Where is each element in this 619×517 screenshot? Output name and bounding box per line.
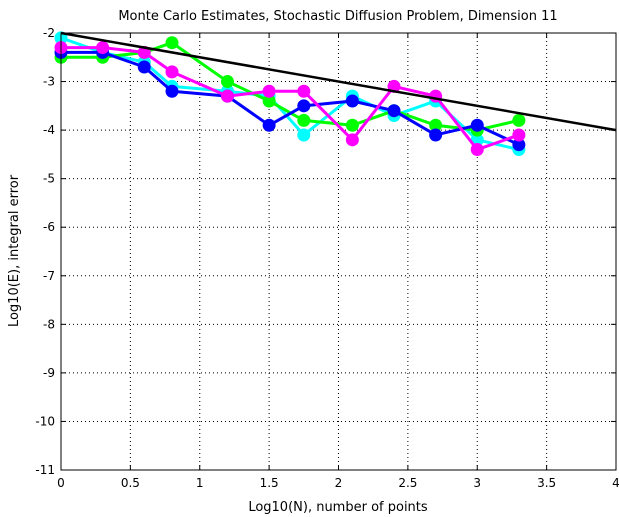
x-axis-label: Log10(N), number of points [248,500,428,515]
y-tick-label: -10 [35,414,55,428]
x-tick-label: 3 [473,476,481,490]
series-layer [54,31,617,157]
x-tick-label: 2 [335,476,343,490]
series-line-2 [61,41,520,132]
series-3-point [512,138,526,152]
series-2-point [297,113,311,127]
series-2-point [262,94,276,108]
series-3-point [165,84,179,98]
series-4-point [512,128,526,142]
series-line-3 [61,50,520,147]
y-tick-label: -3 [43,75,55,89]
series-3-point [470,118,484,132]
y-tick-label: -2 [43,26,55,40]
series-2-point [512,113,526,127]
grid-lines [61,33,616,470]
y-tick-label: -7 [43,269,55,283]
series-4-point [429,89,443,103]
y-tick-label: -4 [43,123,55,137]
series-4-point [470,143,484,157]
series-1-point [297,128,311,142]
plot-frame [60,32,617,471]
series-3-point [429,128,443,142]
y-axis-label: Log10(E), integral error [7,174,22,327]
series-2-point [221,75,234,89]
series-4-point [262,84,276,98]
series-4-point [96,41,110,55]
series-4-point [345,133,359,147]
series-3-point [387,104,401,118]
y-tick-label: -9 [43,366,55,380]
reference-line [60,31,617,132]
series-4-point [297,84,311,98]
series-4-point [221,89,234,103]
x-tick-label: 2.5 [398,476,417,490]
y-tick-label: -11 [35,463,55,477]
series-2-point [429,118,443,132]
ticks: 0 0.5 1 1.5 2 2.5 3 3.5 4 -2 -3 -4 -5 -6 -7 -8 -9 -10 -11 [35,26,619,490]
series-2-point [345,118,359,132]
series-2-point [165,36,179,50]
series-3-point [262,118,276,132]
chart-title: Monte Carlo Estimates, Stochastic Diffus… [118,9,557,24]
y-tick-label: -6 [43,220,55,234]
y-tick-label: -8 [43,317,55,331]
x-tick-label: 0.5 [121,476,140,490]
series-4-point [165,65,179,79]
series-3-point [137,60,151,74]
series-line-4 [61,46,520,152]
x-tick-label: 0 [57,476,65,490]
series-3-point [297,99,311,113]
x-tick-label: 3.5 [537,476,556,490]
series-3-point [345,94,359,108]
y-tick-label: -5 [43,172,55,186]
x-tick-label: 1.5 [260,476,279,490]
x-tick-label: 4 [612,476,619,490]
x-tick-label: 1 [196,476,204,490]
